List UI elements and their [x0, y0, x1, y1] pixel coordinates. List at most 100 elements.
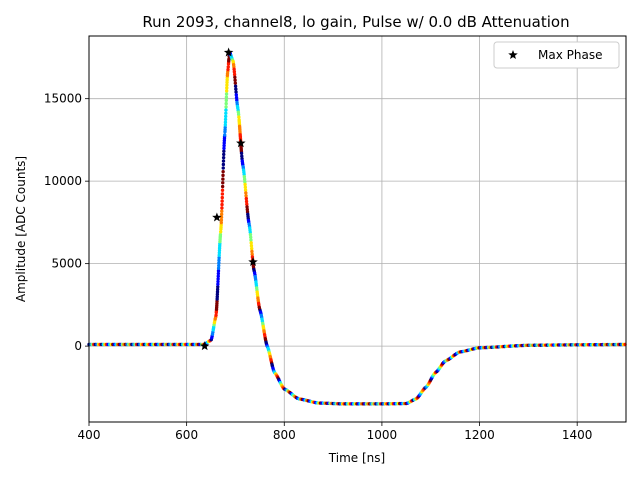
waveform-point	[248, 230, 252, 234]
waveform-point	[233, 84, 238, 88]
waveform-point	[244, 194, 248, 198]
waveform-point	[221, 166, 225, 170]
waveform-point	[232, 70, 237, 74]
max-phase-star-icon	[248, 256, 258, 267]
waveform-point	[223, 133, 227, 137]
x-tick-label: 1200	[464, 428, 495, 442]
waveform-point	[244, 196, 249, 201]
waveform-point	[225, 83, 229, 87]
waveform-point	[216, 282, 220, 286]
waveform-point	[243, 188, 248, 192]
waveform-point	[226, 67, 230, 72]
waveform-point	[224, 89, 229, 93]
y-axis-label: Amplitude [ADC Counts]	[14, 156, 28, 302]
waveform-point	[244, 191, 248, 195]
x-tick-label: 600	[175, 428, 198, 442]
waveform-point	[220, 206, 224, 210]
waveform-point	[214, 313, 218, 317]
max-phase-star-icon	[223, 47, 234, 57]
waveform-point	[223, 120, 228, 124]
x-axis-label: Time [ns]	[328, 451, 385, 465]
waveform-point	[249, 246, 254, 251]
x-tick-label: 1400	[562, 428, 593, 442]
waveform-point	[221, 181, 225, 185]
waveform-point	[233, 78, 237, 82]
waveform-point	[232, 67, 236, 71]
waveform-series	[87, 50, 627, 406]
max-phase-series	[199, 47, 258, 351]
waveform-point	[221, 177, 225, 181]
waveform-point	[243, 180, 247, 184]
waveform-point	[244, 199, 249, 204]
waveform-point	[243, 182, 247, 187]
waveform-point	[224, 108, 228, 112]
waveform-point	[250, 249, 254, 254]
waveform-point	[216, 285, 220, 289]
x-axis-ticks: 400 600 800 1000 1200 1400	[78, 422, 593, 442]
waveform-point	[233, 75, 237, 79]
waveform-point	[216, 271, 221, 276]
waveform-point	[223, 114, 228, 119]
waveform-point	[220, 199, 224, 203]
max-phase-star-icon	[236, 138, 246, 148]
waveform-point	[224, 98, 228, 103]
waveform-point	[226, 65, 230, 69]
waveform-point	[216, 274, 220, 278]
waveform-point	[225, 86, 229, 90]
waveform-point	[249, 238, 253, 242]
waveform-point	[220, 192, 225, 196]
waveform-point	[223, 117, 228, 122]
waveform-point	[221, 169, 225, 174]
waveform-point	[245, 205, 249, 209]
waveform-point	[220, 184, 225, 189]
waveform-point	[215, 292, 220, 296]
waveform-point	[216, 266, 221, 270]
waveform-point	[234, 93, 239, 97]
waveform-point	[224, 105, 228, 109]
waveform-point	[239, 151, 244, 155]
waveform-point	[216, 277, 220, 281]
waveform-point	[220, 188, 225, 192]
waveform-point	[224, 92, 229, 96]
waveform-point	[220, 209, 224, 213]
waveform-point	[227, 57, 231, 62]
waveform-point	[216, 269, 221, 273]
waveform-point	[223, 123, 228, 127]
waveform-point	[234, 90, 238, 94]
waveform-point	[221, 155, 226, 160]
waveform-point	[224, 95, 229, 99]
waveform-point	[232, 72, 237, 77]
waveform-point	[220, 202, 224, 207]
y-tick-label: 10000	[44, 174, 82, 188]
x-tick-label: 800	[273, 428, 296, 442]
waveform-point	[219, 218, 224, 222]
waveform-point	[217, 263, 221, 268]
waveform-point	[245, 202, 249, 206]
waveform-point	[219, 220, 223, 225]
waveform-point	[224, 111, 228, 116]
waveform-point	[243, 185, 248, 189]
waveform-point	[233, 81, 238, 85]
waveform-point	[249, 244, 254, 248]
plot-frame	[88, 35, 627, 423]
waveform-point	[249, 235, 253, 239]
waveform-point	[221, 162, 226, 167]
waveform-point	[234, 87, 238, 91]
waveform-point	[248, 232, 253, 237]
legend: Max Phase	[493, 41, 620, 69]
waveform-point	[217, 253, 221, 257]
waveform-point	[218, 230, 223, 234]
waveform-point	[245, 207, 249, 212]
waveform-point	[222, 149, 226, 153]
waveform-point	[234, 95, 239, 100]
waveform-point	[225, 80, 229, 85]
legend-star-icon	[508, 50, 518, 60]
waveform-point	[249, 241, 253, 245]
waveform-point	[215, 294, 219, 299]
waveform-point	[221, 173, 225, 178]
max-phase-star-icon	[212, 212, 222, 222]
waveform-point	[217, 261, 221, 265]
waveform-point	[250, 252, 254, 256]
waveform-point	[224, 101, 228, 106]
